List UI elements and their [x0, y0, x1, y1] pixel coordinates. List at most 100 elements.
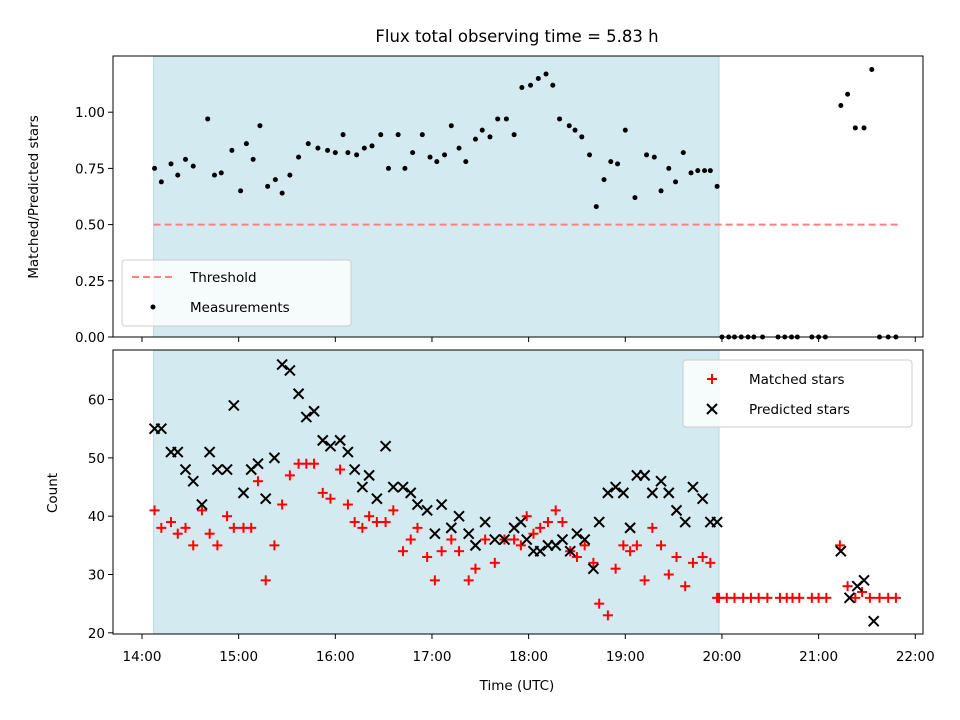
matched-star-point: [463, 575, 474, 586]
predicted-star-point: [317, 434, 329, 447]
measurement-point: [158, 179, 164, 185]
matched-star-point: [228, 522, 239, 533]
predicted-star-point: [670, 504, 683, 517]
predicted-star-point: [300, 411, 313, 423]
matched-star-point: [364, 511, 375, 522]
matched-star-point: [388, 505, 399, 516]
measurement-point: [702, 168, 708, 174]
measurement-point: [644, 152, 650, 158]
measurement-point: [182, 156, 188, 162]
predicted-star-point: [587, 562, 600, 575]
predicted-star-point: [858, 574, 870, 587]
measurement-point: [211, 172, 217, 178]
measurement-point: [707, 168, 713, 174]
measurement-point: [168, 161, 174, 167]
measurement-point: [257, 123, 263, 129]
measurement-point: [205, 116, 211, 122]
matched-star-point: [252, 476, 263, 487]
top-axes-frame: [112, 55, 924, 338]
predicted-star-point: [556, 533, 569, 546]
predicted-star-point: [211, 463, 224, 476]
x-tick-label: 22:00: [896, 649, 935, 665]
predicted-star-point: [453, 510, 465, 522]
matched-star-point: [436, 546, 447, 557]
top-y-axis-label: Matched/Predicted stars: [26, 115, 42, 278]
measurement-point: [385, 165, 391, 171]
matched-star-point: [671, 552, 682, 563]
bottom-legend-box: [682, 359, 913, 428]
measurement-point: [487, 134, 493, 140]
predicted-star-point: [498, 533, 511, 546]
predicted-star-point: [292, 388, 305, 400]
measurement-point: [175, 172, 181, 178]
measurement-point: [305, 141, 311, 147]
predicted-star-point: [172, 446, 184, 458]
predicted-star-point: [429, 527, 441, 540]
measurement-point: [229, 147, 235, 153]
legend-matched-label: Matched stars: [749, 372, 845, 388]
predicted-star-point: [578, 533, 591, 546]
measurement-point: [535, 75, 541, 81]
measurement-point: [495, 116, 501, 122]
matched-star-point: [357, 522, 368, 533]
x-axis-label: Time (UTC): [479, 678, 555, 694]
predicted-star-point: [342, 446, 354, 458]
measurement-point: [345, 150, 351, 156]
matched-star-point: [349, 517, 360, 528]
measurement-point: [287, 172, 293, 178]
predicted-star-point: [268, 452, 281, 464]
matched-star-point: [680, 581, 691, 592]
measurement-point: [395, 132, 401, 138]
measurement-point: [369, 143, 375, 149]
predicted-star-point: [411, 498, 424, 511]
bottom-y-axis-label: Count: [45, 473, 61, 513]
predicted-star-point: [534, 545, 546, 557]
predicted-star-point: [435, 498, 448, 511]
matched-star-point: [405, 534, 416, 545]
measurement-point: [666, 165, 672, 171]
matched-star-point: [571, 552, 582, 563]
measurement-point: [419, 132, 425, 138]
predicted-star-point: [260, 492, 272, 505]
predicted-star-point: [609, 481, 622, 493]
matched-star-point: [647, 522, 658, 533]
x-tick-label: 16:00: [316, 649, 355, 665]
measurement-point: [632, 195, 638, 201]
predicted-star-point: [602, 487, 614, 499]
matched-star-point: [446, 534, 457, 545]
matched-star-point: [594, 598, 605, 609]
predicted-star-point: [515, 516, 527, 528]
measurement-point: [615, 161, 621, 167]
top-y-ticks: 0.00 0.25 0.50 0.75 1.00: [75, 105, 113, 346]
predicted-star-point: [179, 463, 192, 476]
measurement-point: [463, 159, 469, 165]
measurement-point: [218, 170, 224, 176]
measurement-point: [190, 163, 196, 169]
measurement-point: [456, 145, 462, 151]
matched-star-point: [618, 540, 629, 551]
matched-star-point: [342, 499, 353, 510]
matched-star-point: [874, 592, 885, 603]
bottom-count-points: [148, 358, 901, 627]
matched-star-point: [890, 592, 901, 603]
x-tick-label: 21:00: [799, 649, 838, 665]
measurement-point: [250, 156, 256, 162]
predicted-star-point: [356, 481, 369, 493]
measurement-point: [688, 170, 694, 176]
measurement-point: [378, 132, 384, 138]
matched-star-point: [246, 522, 257, 533]
matched-star-point: [335, 464, 346, 475]
top-panel: 0.00 0.25 0.50 0.75 1.00 Matched/Predicted s…: [26, 55, 924, 346]
predicted-star-point: [387, 481, 400, 493]
matched-star-point: [204, 528, 215, 539]
predicted-star-point: [843, 592, 856, 604]
measurement-point: [566, 123, 572, 129]
matched-star-point: [656, 540, 667, 551]
bottom-axes-frame: [112, 349, 924, 635]
matched-star-point: [557, 517, 568, 528]
measurement-point: [448, 123, 454, 129]
measurement-point: [543, 71, 549, 77]
predicted-star-point: [489, 533, 501, 546]
matched-star-point: [277, 499, 288, 510]
matched-star-point: [156, 522, 167, 533]
